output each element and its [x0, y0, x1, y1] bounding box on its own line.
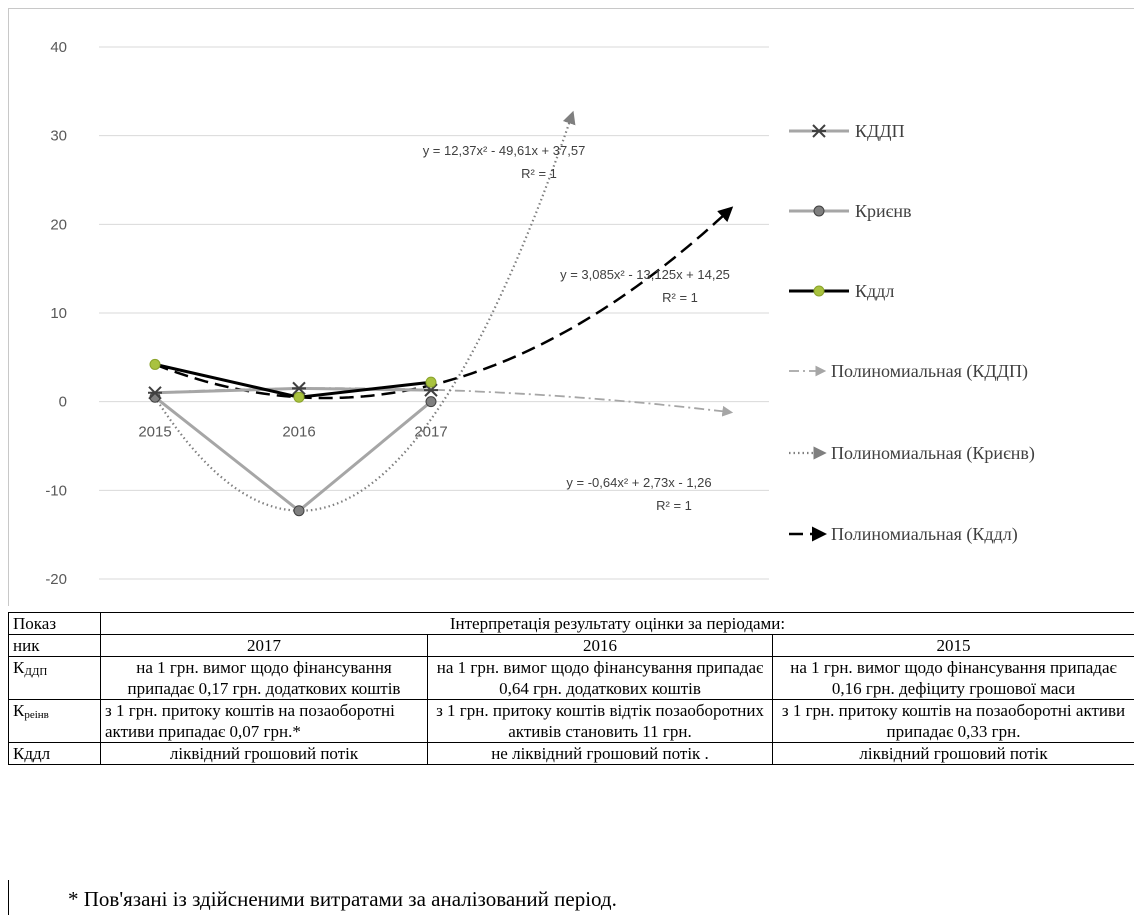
table-cell: на 1 грн. вимог щодо фінансування припад…	[100, 656, 428, 700]
trend-equation: y = 3,085x² - 13,125x + 14,25	[560, 267, 730, 282]
table-row: Кддл ліквідний грошовий потік не ліквідн…	[8, 742, 1134, 765]
data-point	[292, 381, 306, 396]
legend-label: Кддл	[855, 281, 894, 301]
legend-label: Полиномиальная (Кддл)	[831, 524, 1018, 545]
legend-label: Полиномиальная (КДДП)	[831, 361, 1028, 382]
legend-item: Полиномиальная (Криєнв)	[789, 443, 1035, 464]
table-cell: з 1 грн. притоку коштів на позаоборотні …	[100, 699, 428, 743]
table-cell: не ліквідний грошовий потік .	[427, 742, 773, 765]
table-years-row: ник 2017 2016 2015	[8, 634, 1134, 657]
legend-marker	[812, 124, 826, 138]
x-tick-label: 2015	[138, 424, 171, 441]
year-2016: 2016	[427, 634, 773, 657]
chart-frame: 40 30 20 10 0 -10 -20 2015 2016 2017 y = -0,64x²…	[8, 8, 1134, 606]
legend-marker	[813, 205, 825, 217]
table-cell: з 1 грн. притоку коштів відтік позаоборо…	[427, 699, 773, 743]
legend-item: Полиномиальная (Кддл)	[789, 524, 1018, 545]
left-border-rule	[8, 880, 9, 915]
table-row: КДДП на 1 грн. вимог щодо фінансування п…	[8, 656, 1134, 700]
series-line-2	[154, 396, 432, 513]
row-label-sub: ДДП	[24, 666, 48, 678]
header-indicator-line1: Показ	[8, 612, 101, 635]
y-tick-label: 40	[50, 39, 67, 56]
footnote: * Пов'язані із здійсненими витратами за …	[68, 887, 617, 911]
line-chart: 40 30 20 10 0 -10 -20 2015 2016 2017 y = -0,64x²…	[45, 39, 1035, 588]
row-label-kddp: КДДП	[8, 656, 101, 700]
data-point	[425, 396, 437, 408]
legend-label: Криєнв	[855, 201, 912, 221]
y-tick-label: 20	[50, 216, 67, 233]
y-tick-label: -20	[45, 571, 67, 588]
y-tick-label: -10	[45, 482, 67, 499]
table-cell: на 1 грн. вимог щодо фінансування припад…	[772, 656, 1134, 700]
trendline-2	[154, 110, 576, 512]
year-2015: 2015	[772, 634, 1134, 657]
asterisk-marker	[424, 383, 438, 397]
asterisk-marker	[292, 381, 306, 396]
legend-item: Кддл	[789, 281, 894, 301]
table-row: Креінв з 1 грн. притоку коштів на позаоб…	[8, 699, 1134, 743]
row-label-main: К	[13, 701, 25, 720]
trend-equation: y = 12,37x² - 49,61x + 37,57	[423, 143, 586, 158]
row-label-kddl: Кддл	[8, 742, 101, 765]
year-2017: 2017	[100, 634, 428, 657]
legend-item: Полиномиальная (КДДП)	[789, 361, 1028, 382]
legend-marker	[813, 285, 825, 297]
interpretation-table: Показ Інтерпретація результату оцінки за…	[8, 612, 1134, 765]
data-point	[293, 505, 305, 517]
header-indicator-line2: ник	[8, 634, 101, 657]
row-label-kreinv: Креінв	[8, 699, 101, 743]
data-point	[293, 391, 305, 403]
table-cell: з 1 грн. притоку коштів на позаоборотні …	[772, 699, 1134, 743]
y-tick-label: 10	[50, 305, 67, 322]
y-tick-label: 30	[50, 128, 67, 145]
x-tick-label: 2016	[282, 424, 315, 441]
data-point	[425, 376, 437, 388]
table-header-row: Показ Інтерпретація результату оцінки за…	[8, 612, 1134, 635]
row-label-main: К	[13, 658, 25, 677]
trend-equation: y = -0,64x² + 2,73x - 1,26	[566, 475, 711, 490]
trend-r2: R² = 1	[662, 290, 698, 305]
trend-r2: R² = 1	[656, 498, 692, 513]
legend-item: Криєнв	[789, 201, 912, 221]
legend-item: КДДП	[789, 121, 905, 141]
header-title: Інтерпретація результату оцінки за періо…	[100, 612, 1134, 635]
table-cell: ліквідний грошовий потік	[100, 742, 428, 765]
row-label-sub: реінв	[24, 709, 49, 721]
trendline-1	[154, 387, 734, 417]
trendline-3	[154, 206, 734, 400]
data-point	[424, 383, 438, 397]
legend-label: КДДП	[855, 121, 905, 141]
asterisk-marker	[148, 386, 162, 400]
legend-label: Полиномиальная (Криєнв)	[831, 443, 1035, 464]
table-cell: ліквідний грошовий потік	[772, 742, 1134, 765]
trend-r2: R² = 1	[521, 166, 557, 181]
y-tick-label: 0	[59, 394, 67, 411]
data-point	[149, 358, 161, 370]
x-tick-label: 2017	[414, 424, 447, 441]
data-point	[148, 386, 162, 400]
table-cell: на 1 грн. вимог щодо фінансування припад…	[427, 656, 773, 700]
